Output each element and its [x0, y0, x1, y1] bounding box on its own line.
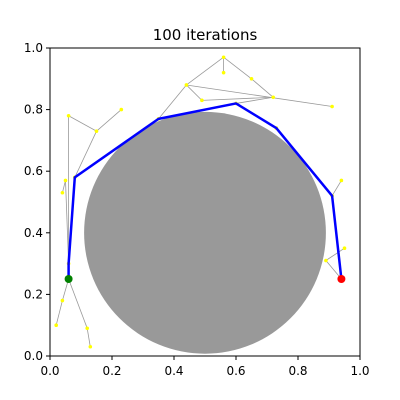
obstacle-circle [84, 111, 326, 354]
tree-node [66, 113, 71, 118]
x-tick-label: 0.0 [40, 364, 59, 378]
tree-node [94, 129, 99, 133]
solution-path [67, 102, 343, 281]
x-tick-label: 0.6 [226, 364, 245, 378]
x-tick-label: 0.8 [288, 364, 307, 378]
axes-frame [49, 47, 361, 357]
tree-node [63, 178, 68, 183]
tree-edge [235, 96, 274, 104]
tree-edge [186, 56, 224, 86]
tree-node [221, 55, 226, 60]
tree-edge [186, 84, 203, 101]
goal-marker [337, 275, 346, 283]
x-tick-label: 0.2 [102, 364, 121, 378]
y-tick-label: 0.6 [24, 164, 43, 178]
tree-node [88, 344, 93, 349]
tree-edge [65, 180, 69, 264]
tree-edge [331, 180, 342, 197]
tree-node [54, 323, 58, 328]
plot-area [54, 55, 347, 354]
tree-node [339, 178, 344, 183]
tree-edge [74, 130, 97, 178]
tree-edge [186, 84, 333, 107]
tree-node [85, 326, 89, 331]
tree-edge [325, 260, 342, 280]
tree-node [271, 95, 276, 100]
tree-node [119, 107, 124, 112]
tree-node [60, 190, 65, 195]
x-tick-label: 1.0 [350, 364, 369, 378]
tree-edge [158, 84, 187, 120]
tree-edge [62, 180, 66, 193]
tree-edge [96, 109, 122, 132]
tree-edge [68, 115, 97, 132]
tree-node [200, 98, 204, 103]
plot-content [54, 55, 347, 354]
y-tick-label: 0.0 [24, 349, 43, 363]
tree-node [184, 83, 189, 87]
tree-edge [68, 278, 88, 329]
start-marker [64, 275, 73, 283]
tree-edge [55, 300, 63, 326]
x-tick-label: 0.4 [164, 364, 183, 378]
tree-node [60, 298, 65, 303]
y-tick-label: 0.8 [24, 103, 43, 117]
tree-node [330, 104, 334, 109]
tree-node [324, 258, 328, 263]
chart-title: 100 iterations [153, 26, 258, 44]
tree-edge [201, 96, 274, 101]
y-tick-label: 0.2 [24, 287, 43, 301]
tree-node [342, 246, 347, 250]
axes: 0.0 0.2 0.4 0.6 0.8 1.0 0.0 0.2 0.4 0.6 0.8 1.0 [24, 41, 370, 378]
tree-edge [86, 328, 91, 347]
tree-edge [325, 247, 345, 261]
y-tick-label: 1.0 [24, 41, 43, 55]
y-tick-label: 0.4 [24, 226, 43, 240]
tree-node [221, 70, 226, 75]
tree-node [249, 77, 254, 81]
tree-edge [223, 56, 252, 80]
tree-edge [251, 78, 274, 98]
